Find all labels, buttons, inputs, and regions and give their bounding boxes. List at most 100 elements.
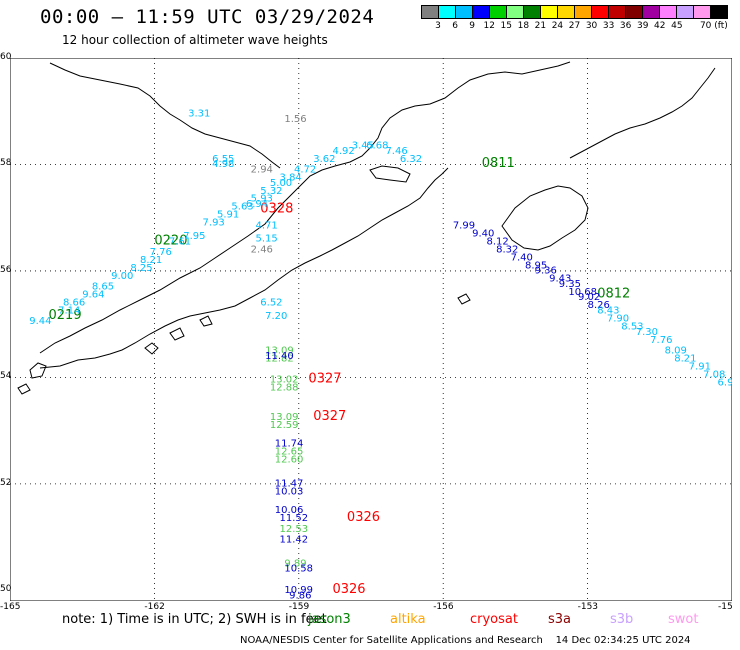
wave-height-label: 12.59 (270, 420, 299, 431)
scale-label: 33 (602, 21, 615, 31)
coastline (17, 61, 716, 395)
scale-swatch (473, 6, 490, 18)
scale-label: 24 (551, 21, 564, 31)
wave-height-label: 6.99 (718, 377, 732, 388)
coastline-peninsula-south (39, 167, 449, 369)
scale-label: 36 (619, 21, 632, 31)
scale-swatch (490, 6, 507, 18)
wave-height-label: 4.92 (332, 146, 354, 157)
wave-height-label: 5.15 (255, 234, 277, 245)
coastline-shumagin (144, 315, 213, 355)
wave-height-label: 7.46 (385, 146, 407, 157)
longitude-label: -165 (0, 602, 21, 612)
color-scale-bar (421, 5, 728, 19)
scale-swatch (711, 6, 727, 18)
wave-height-label: 8.43 (597, 306, 619, 317)
wave-height-label: 13.02 (270, 375, 299, 386)
map-subtitle: 12 hour collection of altimeter wave hei… (62, 33, 328, 47)
wave-height-label: 7.95 (183, 231, 205, 242)
wave-height-label: 7.91 (689, 361, 711, 372)
wave-height-label: 3.62 (313, 154, 335, 165)
coastline-peninsula-north (39, 61, 571, 354)
wave-height-label: 6.55 (212, 154, 234, 165)
wave-height-label: 6.94 (246, 199, 268, 210)
wave-height-label: 11.52 (280, 513, 309, 524)
wave-height-label: 12.65 (275, 447, 304, 458)
wave-height-label: 8.66 (63, 298, 85, 309)
wave-height-label: 7.20 (265, 311, 287, 322)
wave-height-label: 6.68 (366, 141, 388, 152)
wave-height-label: 12.88 (270, 383, 299, 394)
wave-height-label: 11.42 (280, 534, 309, 545)
wave-height-label: 8.26 (588, 300, 610, 311)
scale-swatch (626, 6, 643, 18)
wave-height-label: 4.98 (212, 159, 234, 170)
wave-height-label: 1.56 (284, 114, 306, 125)
wave-height-label: 5.91 (217, 210, 239, 221)
wave-height-label: 8.53 (621, 322, 643, 333)
wave-height-label: 7.76 (150, 247, 172, 258)
wave-height-label: 10.68 (568, 287, 597, 298)
scale-swatch (609, 6, 626, 18)
wave-height-label: 7.99 (453, 220, 475, 231)
satellite-legend-item: s3b (610, 612, 634, 627)
wave-height-label: 7.61 (169, 236, 191, 247)
wave-height-label: 5.63 (231, 202, 253, 213)
scale-swatch (524, 6, 541, 18)
wave-height-label: 5.93 (251, 194, 273, 205)
credit-line: NOAA/NESDIS Center for Satellite Applica… (240, 635, 691, 646)
wave-height-label: 8.12 (487, 236, 509, 247)
scale-swatch (422, 6, 439, 18)
longitude-label: -159 (288, 602, 310, 612)
wave-height-label: 11.40 (265, 351, 294, 362)
wave-height-label: 2.46 (251, 244, 273, 255)
latitude-label: 54 (0, 371, 12, 382)
scale-label: 21 (534, 21, 547, 31)
wave-height-label: 4.71 (255, 220, 277, 231)
wave-height-label: 9.43 (549, 274, 571, 285)
wave-height-label: 10.99 (284, 585, 313, 596)
longitude-label: -162 (144, 602, 165, 612)
pass-time-label: 0326 (347, 510, 380, 525)
scale-swatch (439, 6, 456, 18)
pass-time-labels: 0811 0328 0220 0219 0812 0327 0327 0326 0326 (49, 156, 631, 597)
wave-height-label: 9.86 (289, 590, 311, 601)
pass-time-label: 0328 (260, 201, 293, 216)
coastline-kenai (569, 67, 716, 159)
scale-label: 3 (435, 21, 441, 31)
pass-time-label: 0326 (332, 582, 365, 597)
wave-height-label: 9.89 (284, 558, 306, 569)
wave-height-label: 9.00 (111, 271, 133, 282)
pass-time-label: 0220 (154, 233, 187, 248)
pass-time-label: 0812 (597, 287, 630, 302)
wave-height-label: 8.25 (130, 263, 152, 274)
wave-height-label: 9.44 (29, 316, 51, 327)
scale-swatch (507, 6, 524, 18)
scale-swatch (456, 6, 473, 18)
wave-height-label: 8.21 (140, 255, 162, 266)
scale-label: 45 (671, 21, 683, 31)
map-title: 00:00 – 11:59 UTC 03/29/2024 (40, 6, 375, 28)
scale-swatch (643, 6, 660, 18)
wave-height-label: 10.03 (275, 487, 304, 498)
scale-label: 70 (ft) (699, 21, 728, 31)
coastline-iliamna (369, 165, 411, 183)
pass-time-label: 0811 (482, 156, 515, 171)
wave-height-label: 4.72 (294, 164, 316, 175)
wave-height-label: 9.35 (559, 279, 581, 290)
latitude-label: 52 (0, 477, 12, 488)
wave-height-label: 7.90 (607, 314, 629, 325)
latitude-label: 60 (0, 52, 12, 62)
wave-height-label: 6.32 (400, 154, 422, 165)
longitude-label: -15 (718, 602, 733, 612)
coastline-west-islands (17, 362, 47, 395)
footnote: note: 1) Time is in UTC; 2) SWH is in fe… (62, 612, 327, 627)
latitude-label: 50 (0, 584, 12, 595)
scale-label: 18 (517, 21, 530, 31)
satellite-legend-item: altika (390, 612, 426, 627)
wave-height-label: 8.09 (665, 345, 687, 356)
scale-label: 6 (452, 21, 458, 31)
scale-label: 9 (469, 21, 476, 31)
satellite-legend-item: jason3 (308, 612, 351, 627)
